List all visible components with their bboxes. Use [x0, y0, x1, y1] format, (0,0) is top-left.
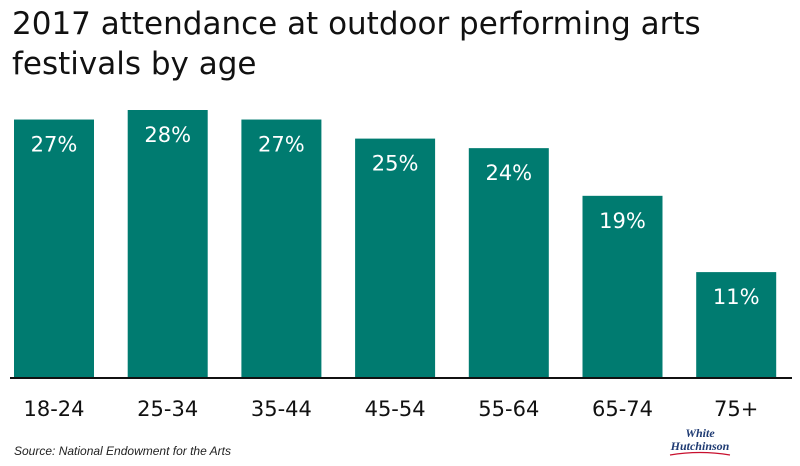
bar-75+: [696, 272, 777, 377]
data-label-65-74: 19%: [599, 209, 646, 233]
data-label-18-24: 27%: [31, 133, 78, 157]
x-tick-label-65-74: 65-74: [592, 397, 653, 421]
data-label-45-54: 25%: [372, 152, 419, 176]
white-hutchinson-logo: White Hutchinson: [669, 426, 731, 456]
logo-line-2: Hutchinson: [670, 439, 730, 453]
logo-line-1: White: [685, 426, 715, 440]
data-label-35-44: 27%: [258, 133, 305, 157]
bar-65-74: [582, 195, 663, 377]
data-label-55-64: 24%: [485, 161, 532, 185]
bar-55-64: [468, 148, 549, 377]
bar-18-24: [14, 119, 94, 378]
x-tick-label-75+: 75+: [714, 397, 758, 421]
source-note: Source: National Endowment for the Arts: [14, 444, 231, 458]
chart-title: 2017 attendance at outdoor performing ar…: [12, 6, 701, 82]
x-tick-label-45-54: 45-54: [365, 397, 426, 421]
bar-45-54: [355, 138, 436, 377]
x-tick-label-35-44: 35-44: [251, 397, 312, 421]
bar-25-34: [127, 110, 208, 377]
x-tick-label-18-24: 18-24: [23, 397, 84, 421]
bar-35-44: [241, 119, 322, 378]
data-label-75+: 11%: [713, 285, 760, 309]
bars-group: 27% 28% 27% 25% 24% 19% 11%: [14, 110, 777, 378]
x-tick-label-55-64: 55-64: [478, 397, 539, 421]
logo-swoosh: [669, 451, 731, 456]
x-tick-label-25-34: 25-34: [137, 397, 198, 421]
data-label-25-34: 28%: [144, 123, 191, 147]
x-tick-labels: 18-24 25-34 35-44 45-54 55-64 65-74 75+: [23, 397, 758, 421]
